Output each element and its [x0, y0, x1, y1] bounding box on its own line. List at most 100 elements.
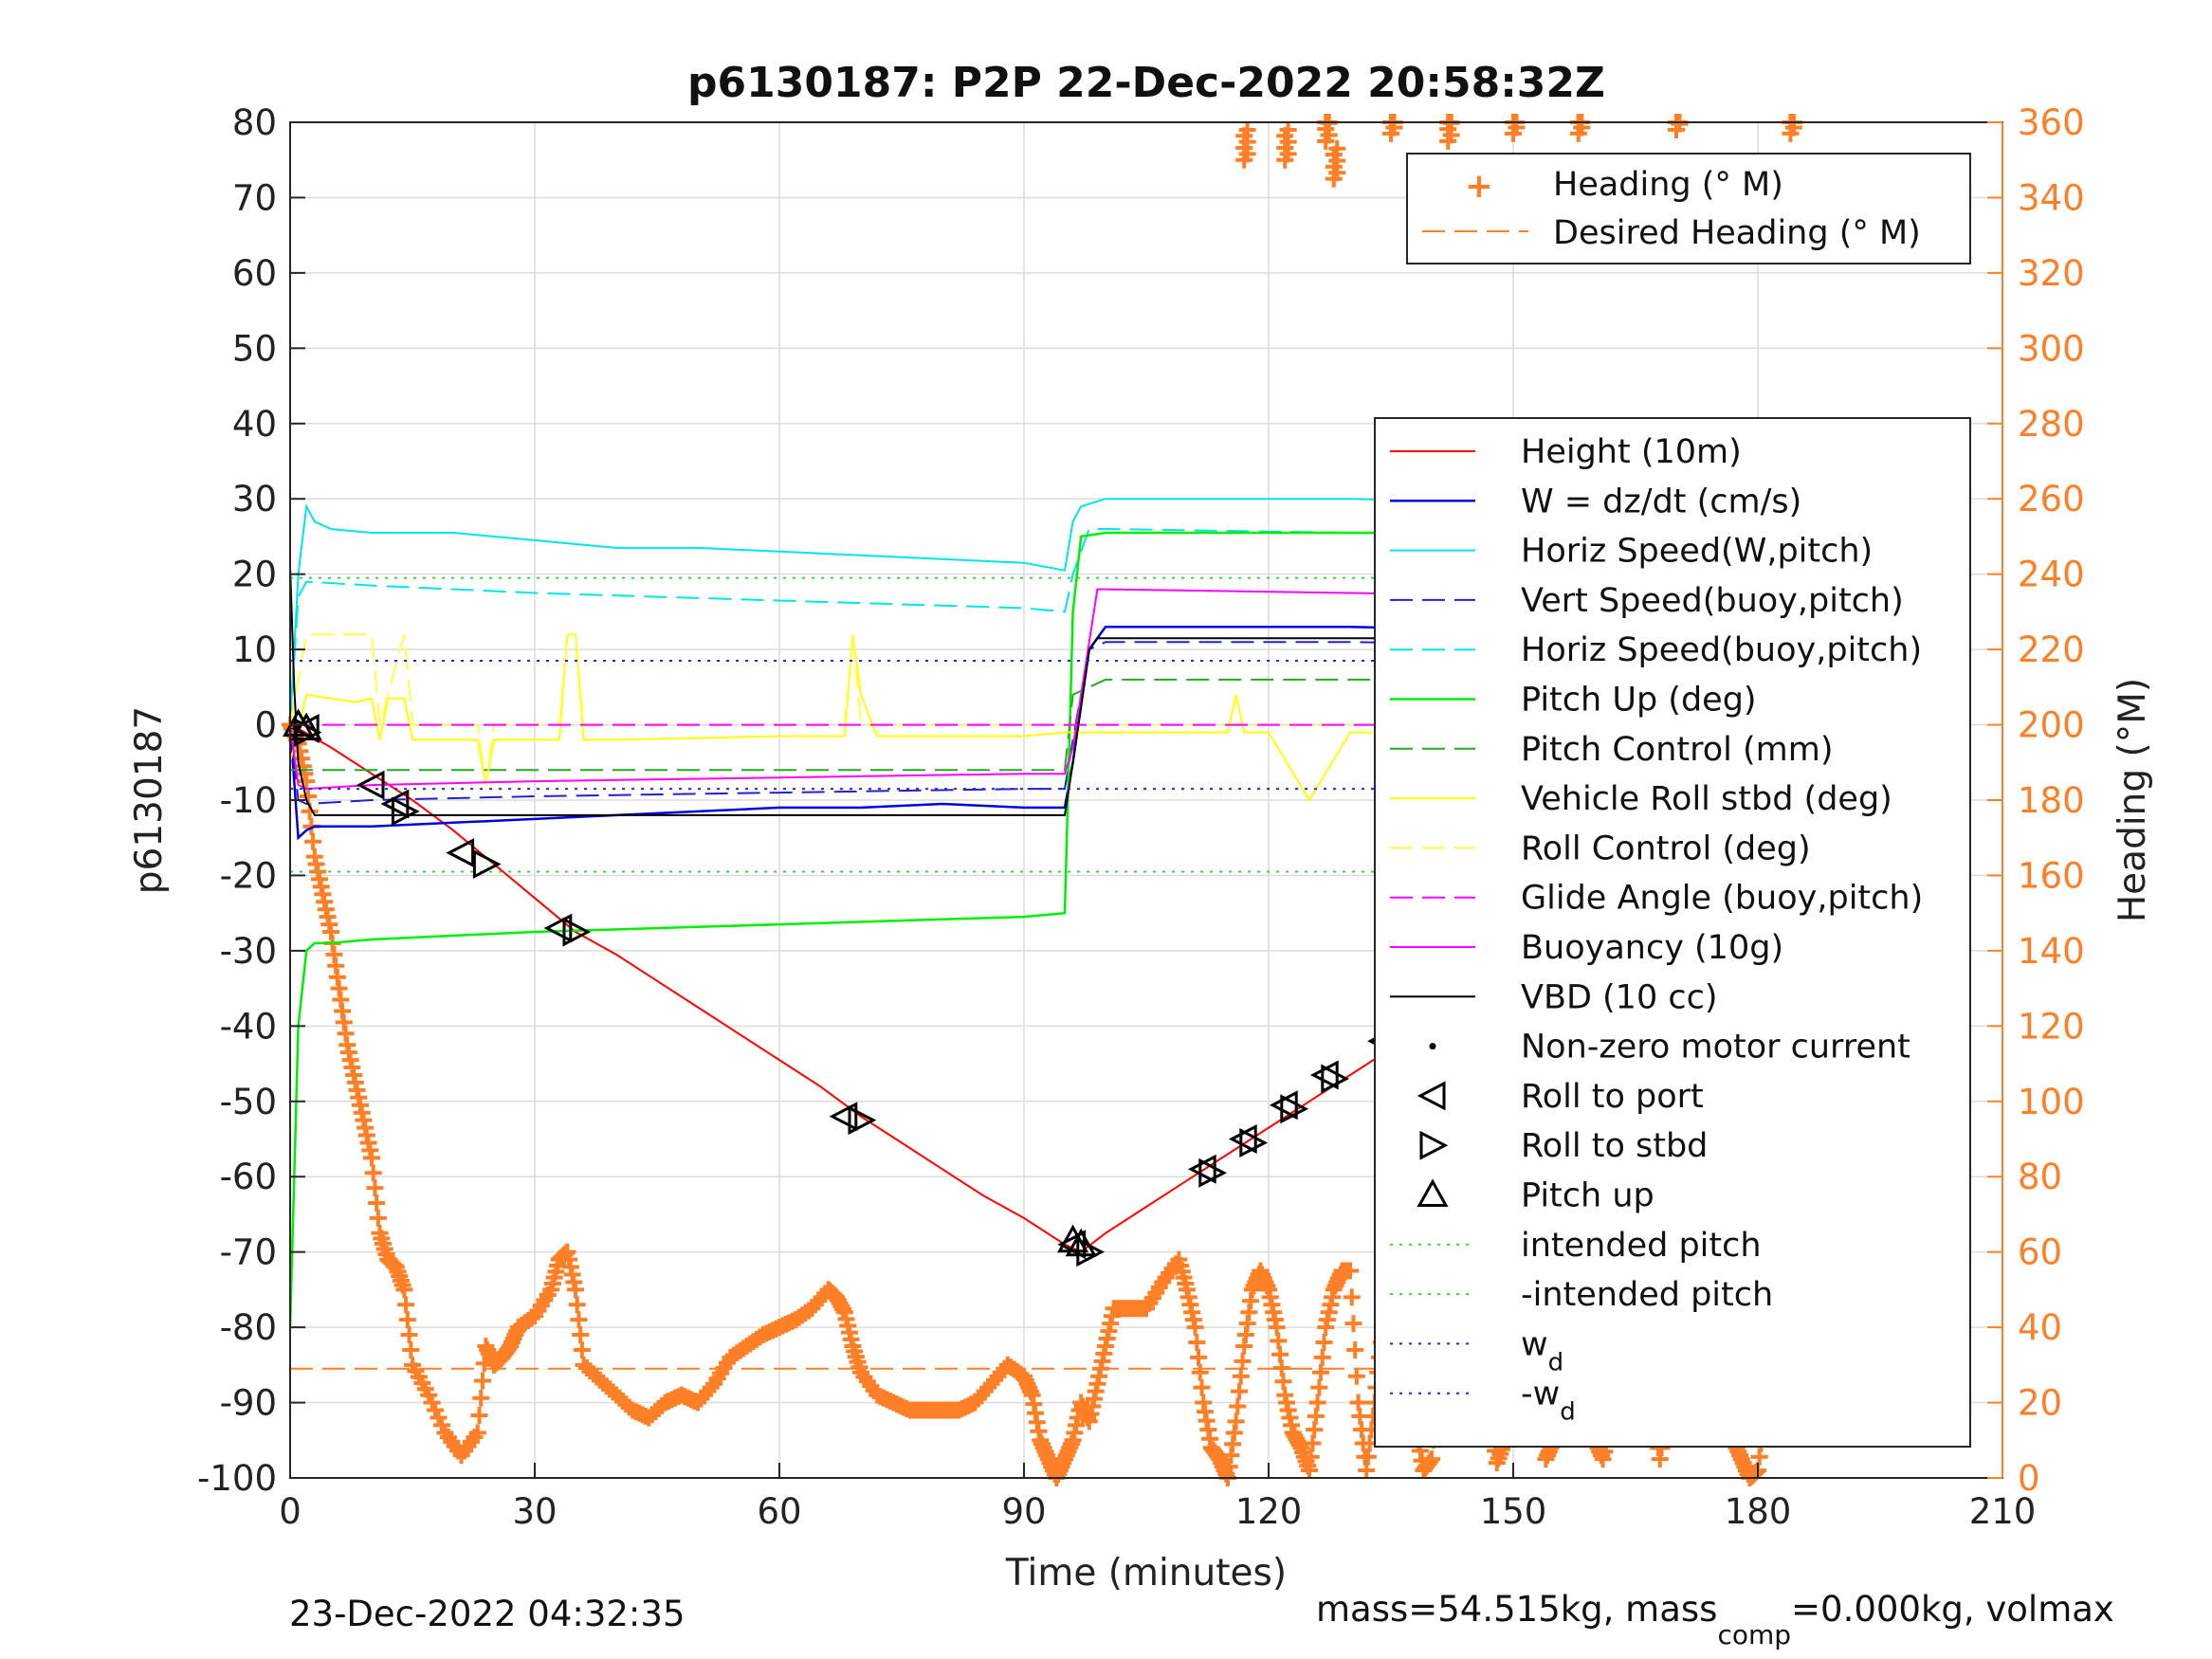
y2-axis-label: Heading (°M): [2111, 678, 2154, 922]
legend-label: Roll to stbd: [1521, 1127, 1708, 1165]
footer-mass-sub: comp: [1717, 1619, 1791, 1650]
heading-point: [366, 1179, 384, 1197]
y-axis-label: p6130187: [128, 706, 171, 894]
y-tick-label: -100: [197, 1458, 277, 1499]
heading-point: [1229, 1397, 1247, 1415]
legend-label: Horiz Speed(W,pitch): [1521, 533, 1873, 571]
pitch-up-marker: [283, 708, 315, 738]
heading-point: [395, 1281, 413, 1299]
roll-to-port-marker: [356, 770, 385, 800]
legend-swatches: [1390, 450, 1475, 1395]
roll-to-stbd-marker: [848, 1105, 877, 1136]
legend-label-subscript: d: [1548, 1348, 1564, 1376]
heading-point: [1310, 1378, 1328, 1396]
heading-point: [400, 1326, 418, 1344]
x-tick-label: 180: [1725, 1491, 1792, 1532]
x-axis: 0 30 60 90 120 150 180 210: [279, 1463, 2036, 1532]
y2-tick-label: 200: [2018, 705, 2085, 746]
heading-point: [1308, 1394, 1326, 1412]
legend-label-main: w: [1521, 1325, 1548, 1363]
series-line: [290, 678, 1856, 772]
pitch-up-marker: [1065, 1228, 1097, 1257]
series-line: [289, 566, 1856, 816]
heading-point: [1191, 1363, 1209, 1381]
y-axis-left: -100-90-80-70-60-50-40-30-20-10010203040…: [197, 102, 305, 1499]
y-tick-label: 80: [232, 102, 277, 143]
heading-point: [304, 832, 322, 850]
y2-tick-label: 160: [2018, 855, 2085, 896]
y-tick-label: 40: [232, 404, 277, 445]
x-tick-label: 150: [1480, 1491, 1547, 1532]
heading-point: [1346, 1340, 1364, 1358]
legend-label: Pitch up: [1521, 1177, 1654, 1215]
legend-label: Vehicle Roll stbd (deg): [1521, 780, 1892, 818]
heading-legend-marker: +: [1465, 167, 1493, 206]
legend-label: W = dz/dt (cm/s): [1521, 483, 1801, 520]
legend-desired-heading: Desired Heading (° M): [1553, 214, 1921, 252]
y2-tick-label: 20: [2018, 1383, 2062, 1424]
heading-point: [1238, 120, 1256, 138]
series-legend: Height (10m) W = dz/dt (cm/s) Horiz Speed(…: [1374, 417, 1971, 1448]
series-line: [289, 588, 1856, 791]
heading-point: [1232, 1367, 1250, 1385]
legend-swatch-dot: [1429, 1043, 1436, 1050]
legend-label: Non-zero motor current: [1521, 1029, 1910, 1066]
legend-swatch-stbd: [1419, 1130, 1449, 1160]
y-tick-label: 70: [232, 177, 277, 218]
y-tick-label: 60: [232, 253, 277, 294]
series-legend-box: [1374, 417, 1971, 1448]
heading-point: [573, 1340, 591, 1358]
y-tick-label: -60: [220, 1157, 277, 1197]
legend-heading: Heading (° M): [1553, 166, 1783, 204]
y2-tick-label: 240: [2018, 555, 2085, 595]
y2-tick-label: 260: [2018, 479, 2085, 520]
roll-to-stbd-marker: [1198, 1158, 1228, 1188]
heading-point: [568, 1296, 586, 1314]
y2-tick-label: 180: [2018, 780, 2085, 821]
y2-tick-label: 220: [2018, 629, 2085, 670]
pitch-up-marker: [290, 712, 322, 741]
heading-point: [470, 1407, 488, 1425]
y2-tick-label: 300: [2018, 328, 2085, 369]
heading-point: [1313, 1348, 1331, 1366]
roll-to-stbd-marker: [391, 796, 420, 827]
roll-to-stbd-marker: [472, 849, 502, 879]
legend-label: intended pitch: [1521, 1227, 1762, 1265]
roll-to-port-marker: [829, 1102, 858, 1132]
legend-label-main: -w: [1521, 1376, 1560, 1413]
y2-tick-label: 0: [2018, 1458, 2040, 1499]
heading-point: [1344, 1315, 1362, 1333]
heading-legend: + Heading (° M) Desired Heading (° M): [1406, 153, 1971, 264]
heading-point: [1186, 1319, 1204, 1337]
x-tick-label: 60: [757, 1491, 801, 1532]
heading-point: [567, 1281, 584, 1299]
roll-to-port-marker: [446, 838, 475, 868]
heading-point: [572, 1326, 590, 1344]
legend-label: Pitch Control (mm): [1521, 731, 1833, 769]
y-axis-right: 0 20 40 60 80 100 120 140 160 180 200 220 240 260 280 3…: [1987, 102, 2085, 1499]
heading-point: [473, 1372, 491, 1390]
y2-tick-label: 140: [2018, 931, 2085, 972]
roll-to-stbd-marker: [1280, 1094, 1309, 1124]
heading-point: [1423, 1450, 1440, 1468]
footer-timestamp: 23-Dec-2022 04:32:35: [289, 1594, 685, 1634]
y-tick-label: -30: [220, 931, 277, 972]
legend-label: Vert Speed(buoy,pitch): [1521, 582, 1904, 620]
heading-point: [1234, 1352, 1252, 1370]
heading-point: [1312, 1363, 1330, 1381]
heading-point: [1343, 1288, 1361, 1306]
heading-point: [1347, 1367, 1365, 1385]
heading-point: [1227, 1413, 1245, 1431]
heading-point: [369, 1209, 387, 1227]
x-tick-label: 120: [1235, 1491, 1303, 1532]
y-tick-label: 50: [232, 328, 277, 369]
y2-tick-label: 40: [2018, 1307, 2062, 1348]
heading-point: [1231, 1382, 1249, 1400]
series-line: [289, 641, 1856, 806]
y2-tick-label: 100: [2018, 1082, 2085, 1122]
heading-point: [1279, 120, 1297, 138]
y-tick-label: 0: [254, 705, 277, 746]
heading-point: [368, 1194, 386, 1212]
y-tick-label: 20: [232, 555, 277, 595]
